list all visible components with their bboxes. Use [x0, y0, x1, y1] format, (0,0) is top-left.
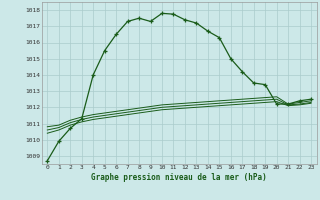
X-axis label: Graphe pression niveau de la mer (hPa): Graphe pression niveau de la mer (hPa): [91, 173, 267, 182]
